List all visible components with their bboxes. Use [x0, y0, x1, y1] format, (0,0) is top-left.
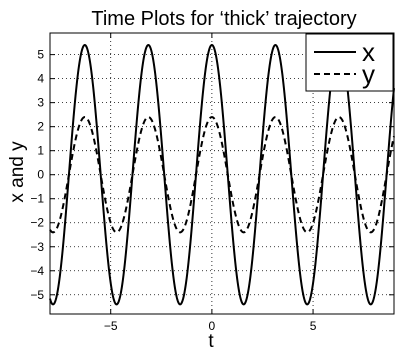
plot-frame: [49, 32, 395, 315]
y-tick-label: −4: [30, 264, 44, 278]
legend: xy: [305, 33, 394, 92]
legend-y-label: y: [362, 59, 375, 89]
legend-box: [305, 33, 394, 92]
y-tick-label: 4: [37, 72, 44, 86]
y-tick-label: −3: [30, 240, 44, 254]
series-y-line: [49, 116, 395, 234]
x-tick-label: −5: [104, 319, 118, 333]
chart-title: Time Plots for ‘thick’ trajectory: [91, 8, 356, 30]
x-axis-label: t: [208, 331, 214, 351]
y-tick-label: 3: [37, 96, 44, 110]
y-tick-label: −5: [30, 288, 44, 302]
y-tick-label: 5: [37, 48, 44, 62]
legend-x-label: x: [362, 37, 375, 67]
y-tick-label: −2: [30, 216, 44, 230]
x-tick-label: 0: [209, 319, 216, 333]
x-tick-label: 5: [310, 319, 317, 333]
grid: [50, 33, 394, 314]
y-tick-label: 1: [37, 144, 44, 158]
ticks: −5 0 5 −5 −4 −3 −2 −1 0 1 2 3 4 5: [30, 33, 394, 333]
y-tick-label: −1: [30, 192, 44, 206]
y-axis-label: x and y: [7, 141, 28, 203]
y-tick-label: 0: [37, 168, 44, 182]
y-tick-label: 2: [37, 120, 44, 134]
